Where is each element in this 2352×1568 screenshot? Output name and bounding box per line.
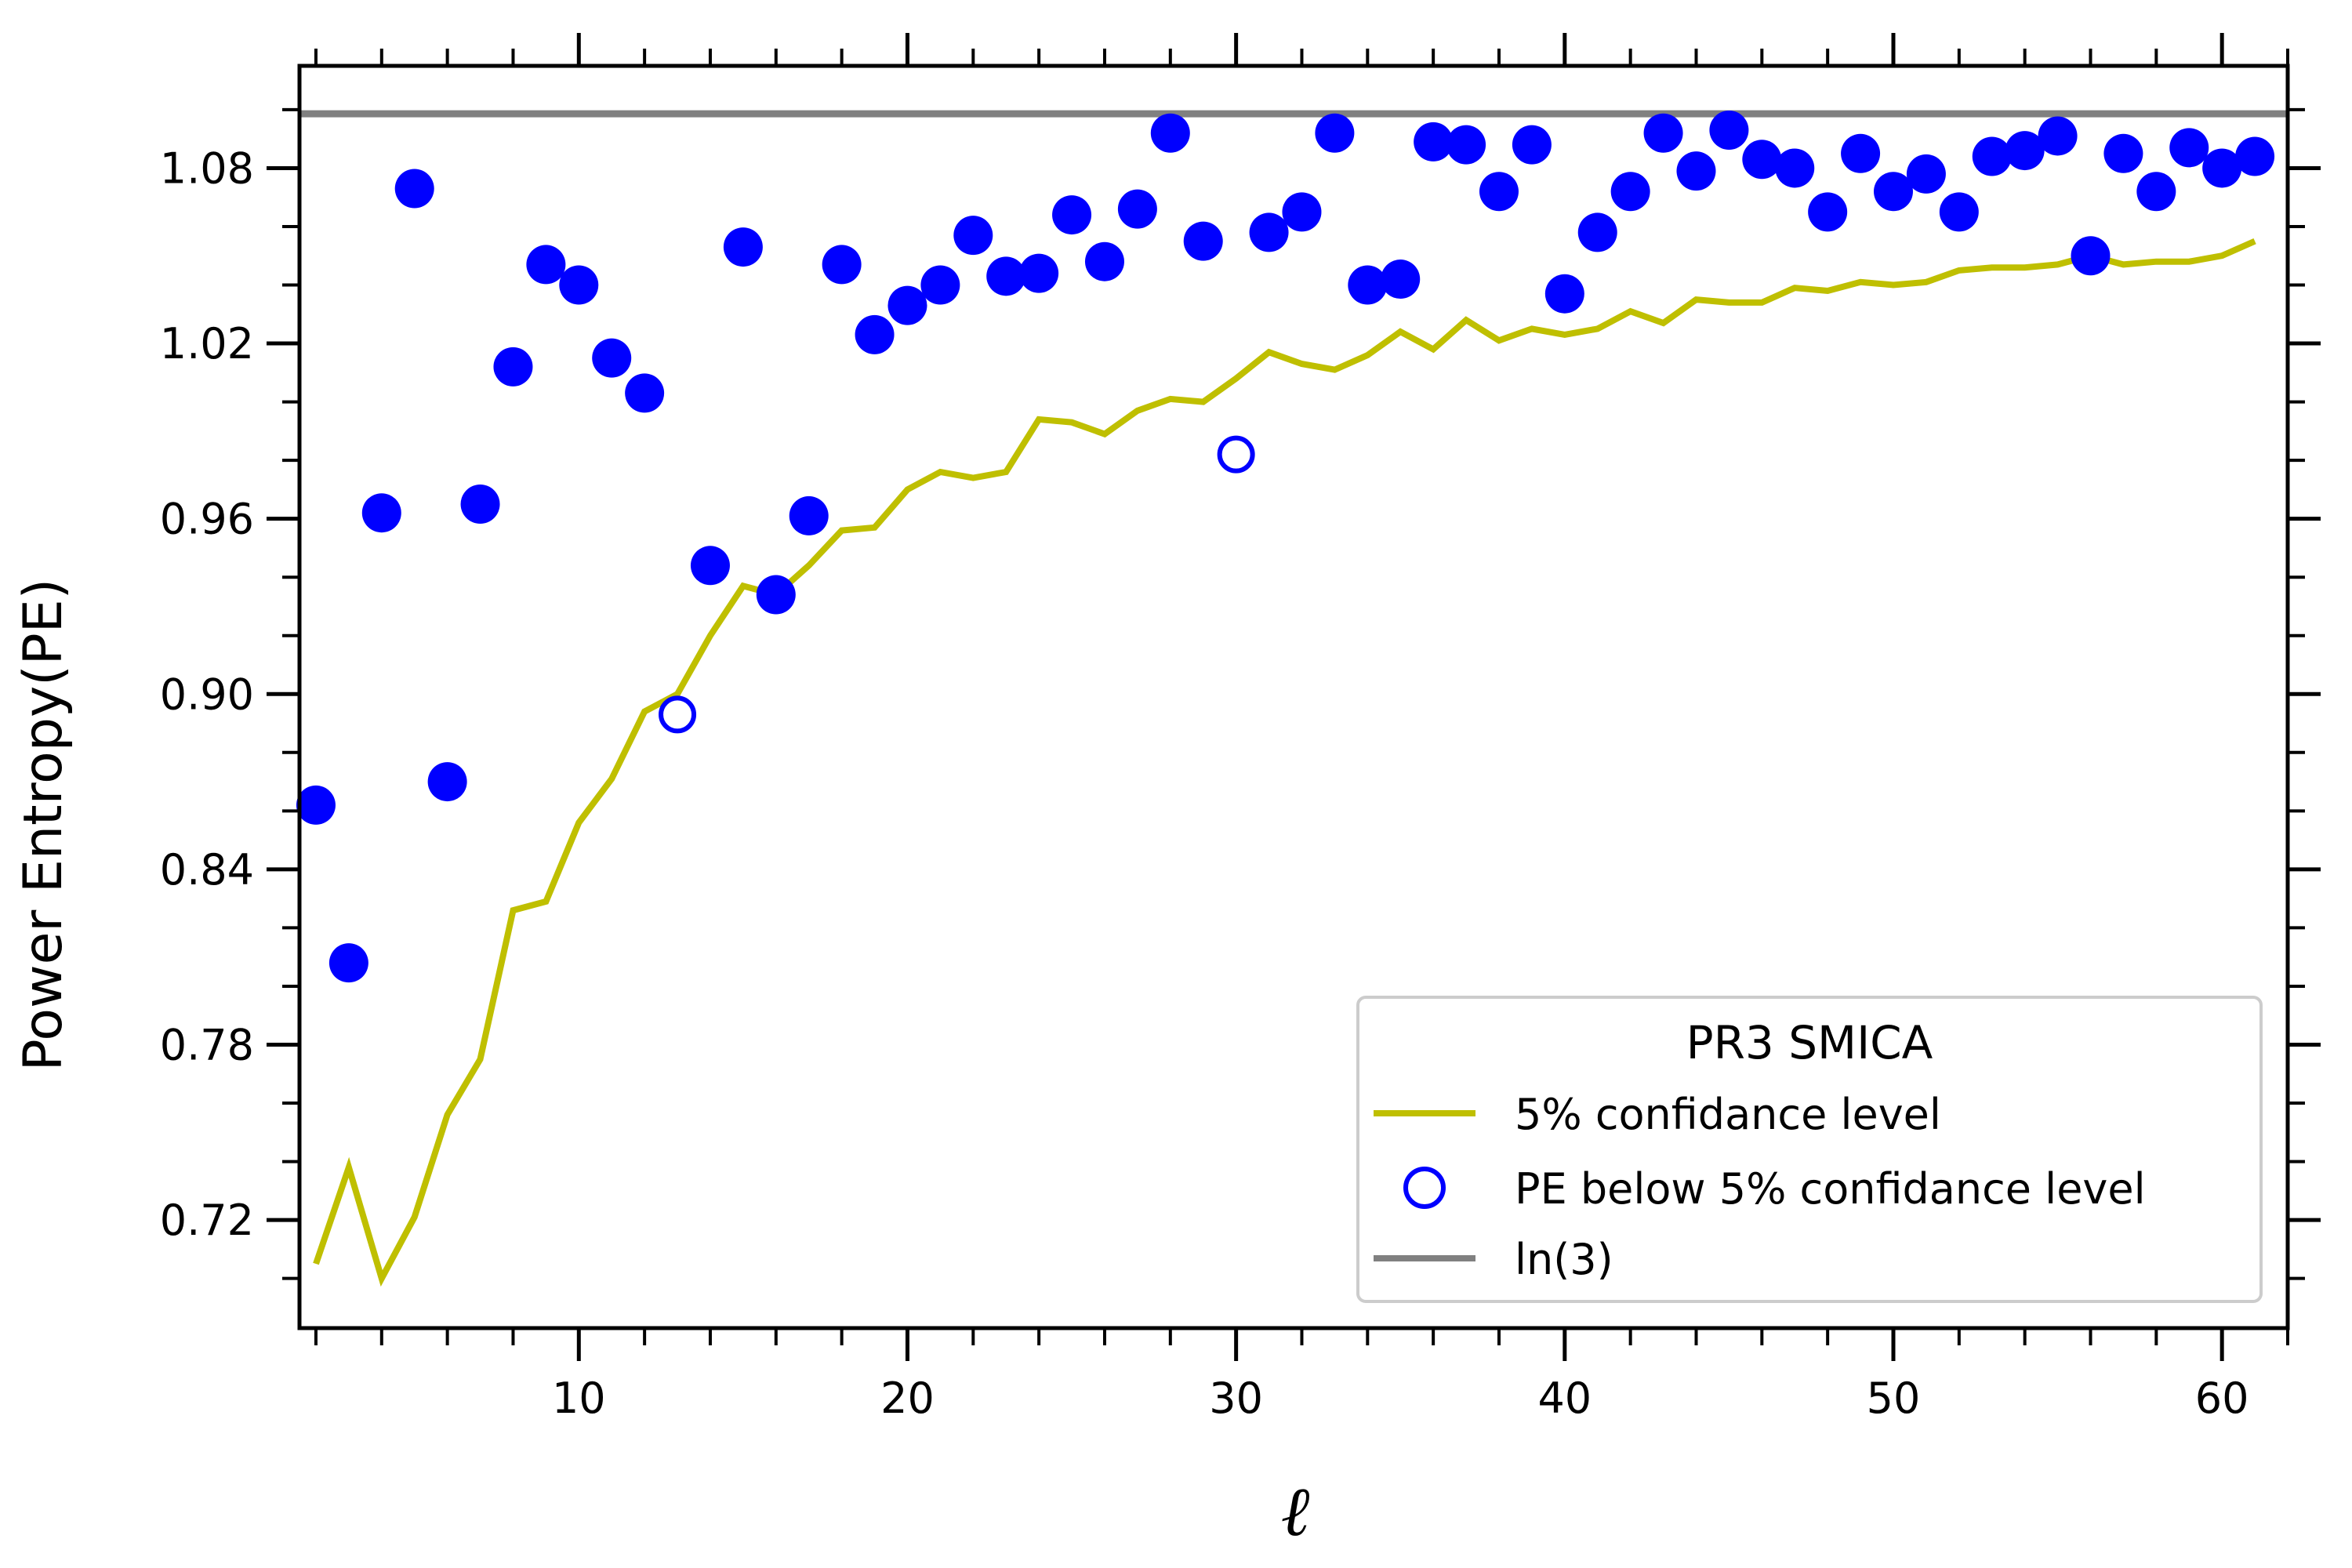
data-point (1381, 260, 1421, 299)
data-point (1610, 172, 1650, 212)
legend: PR3 SMICA 5% confidance level PE below 5… (1356, 996, 2263, 1303)
data-point (526, 245, 566, 285)
data-point (1709, 110, 1749, 150)
data-point (1775, 148, 1815, 188)
confidence-line-layer (313, 238, 2256, 1287)
data-point (460, 485, 500, 524)
data-point (2071, 236, 2111, 276)
data-point (1479, 172, 1519, 212)
data-point (1906, 154, 1946, 194)
data-point (2005, 131, 2045, 171)
data-point (1052, 195, 1092, 235)
data-point (592, 338, 632, 378)
data-point (953, 216, 993, 256)
data-point (427, 762, 467, 802)
tick-labels: 10 20 30 40 50 60 0.72 0.78 0.84 0.90 0.96 1.02 1.08 (160, 143, 2249, 1423)
data-point (822, 245, 862, 285)
data-point (887, 285, 927, 325)
data-point (789, 495, 829, 535)
data-point (296, 785, 336, 825)
legend-title: PR3 SMICA (1686, 1016, 1933, 1069)
data-point (855, 314, 895, 354)
data-point (1512, 125, 1552, 165)
legend-label-ln3: ln(3) (1515, 1235, 1613, 1284)
data-point (328, 943, 368, 983)
data-point (2169, 128, 2209, 168)
data-point (559, 265, 599, 305)
data-point-below-confidence (659, 695, 697, 734)
data-point (394, 169, 434, 209)
data-point (1446, 125, 1486, 165)
data-point (1742, 140, 1782, 180)
data-point (723, 227, 763, 267)
data-point (1019, 253, 1059, 293)
x-tick-label: 40 (1537, 1374, 1592, 1423)
data-point (1183, 221, 1223, 261)
data-point (2038, 116, 2078, 156)
data-point (1348, 265, 1388, 305)
data-point (1150, 113, 1190, 153)
data-point (1315, 113, 1355, 153)
data-point (361, 493, 401, 533)
x-tick-label: 60 (2195, 1374, 2249, 1423)
data-point-below-confidence (1217, 435, 1255, 474)
data-point (2136, 172, 2176, 212)
data-point (625, 373, 665, 413)
axes-frame (297, 64, 2290, 1330)
x-tick-label: 10 (552, 1374, 606, 1423)
axis-ticks (267, 33, 2321, 1361)
data-point (756, 575, 796, 615)
data-point (2202, 148, 2242, 188)
x-tick-label: 30 (1209, 1374, 1263, 1423)
legend-label-confidence: 5% confidance level (1515, 1090, 1941, 1139)
y-tick-label: 1.08 (160, 143, 254, 193)
data-point (1676, 151, 1716, 191)
data-point (1544, 274, 1584, 314)
data-point (986, 256, 1026, 296)
confidence-level-line (313, 238, 2256, 1287)
data-point (920, 265, 960, 305)
data-point (1643, 113, 1683, 153)
data-point (1249, 212, 1289, 252)
data-point (1084, 241, 1124, 281)
y-tick-label: 0.84 (160, 845, 254, 895)
data-point (1117, 189, 1157, 229)
data-point (690, 546, 730, 586)
data-point (1414, 122, 1454, 162)
legend-label-below: PE below 5% confidance level (1515, 1164, 2146, 1214)
y-axis-title: Power Entropy(PE) (13, 579, 74, 1071)
x-tick-label: 50 (1867, 1374, 1921, 1423)
data-point (1808, 192, 1848, 232)
legend-swatch-below (1403, 1167, 1446, 1209)
data-points-layer (296, 110, 2275, 983)
legend-box (1356, 996, 2263, 1303)
data-point (1282, 192, 1322, 232)
x-tick-label: 20 (880, 1374, 935, 1423)
plot-frame (297, 64, 2290, 1330)
data-point (1972, 136, 2012, 176)
data-point (493, 347, 533, 387)
data-point (1939, 192, 1979, 232)
data-point (2235, 136, 2275, 176)
y-tick-label: 0.96 (160, 495, 254, 544)
data-point (1577, 212, 1617, 252)
y-tick-label: 1.02 (160, 319, 254, 368)
x-axis-title: ℓ (1281, 1471, 1310, 1552)
y-tick-label: 0.78 (160, 1020, 254, 1069)
data-point (1841, 133, 1881, 173)
y-tick-label: 0.90 (160, 670, 254, 719)
y-tick-label: 0.72 (160, 1196, 254, 1245)
data-point (2103, 133, 2143, 173)
data-point (1873, 172, 1913, 212)
